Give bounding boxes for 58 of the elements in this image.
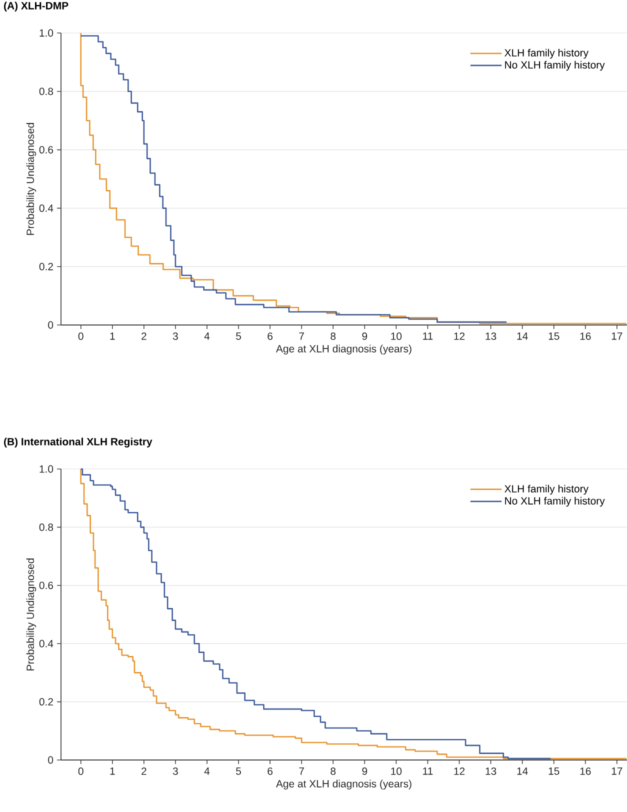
x-tick-label: 11 [423,332,433,340]
x-tick-label: 6 [268,768,273,775]
x-tick-label: 10 [391,332,402,340]
x-tick-label: 7 [299,768,304,775]
x-tick-label: 15 [548,332,560,340]
x-axis-title: Age at XLH diagnosis (years) [276,344,412,355]
x-tick-label: 13 [486,768,496,775]
x-tick-label: 0 [78,332,84,340]
y-tick-label: 0.6 [39,582,54,590]
legend-label: XLH family history [504,484,589,495]
y-axis-title: Probability Undiagnosed [26,558,36,670]
legend-label: No XLH family history [505,60,605,71]
x-tick-label: 15 [548,768,560,775]
x-tick-label: 8 [330,332,336,340]
x-tick-label: 6 [268,332,273,340]
legend-label: XLH family history [504,48,589,59]
y-tick-label: 0.4 [39,204,54,212]
y-tick-label: 0 [48,321,54,329]
x-tick-label: 2 [142,332,146,340]
x-tick-label: 14 [517,768,528,775]
x-axis-title: Age at XLH diagnosis (years) [276,780,412,790]
x-tick-label: 11 [423,768,433,775]
y-tick-label: 0.2 [39,698,53,706]
legend-label: No XLH family history [505,496,605,507]
x-tick-label: 13 [486,332,496,340]
y-tick-label: 0.4 [39,640,54,648]
x-tick-label: 1 [110,332,115,340]
chart-title: (B) International XLH Registry [4,438,152,448]
x-tick-label: 17 [612,332,622,340]
x-tick-label: 1 [110,768,115,775]
x-tick-label: 8 [330,768,336,775]
x-tick-label: 5 [236,332,241,340]
x-tick-label: 3 [172,768,178,775]
x-tick-label: 3 [172,332,178,340]
x-tick-label: 12 [454,768,465,775]
x-tick-label: 16 [580,768,591,775]
x-tick-label: 5 [236,768,241,775]
x-tick-label: 0 [78,768,84,775]
x-tick-label: 2 [142,768,146,775]
y-tick-label: 0 [48,756,54,764]
x-tick-label: 7 [299,332,304,340]
x-tick-label: 16 [580,332,591,340]
y-axis-title: Probability Undiagnosed [26,123,36,235]
chart-title: (A) XLH-DMP [4,2,68,12]
x-tick-label: 14 [517,332,528,340]
y-tick-label: 1.0 [40,465,54,473]
y-tick-label: 0.8 [39,88,54,96]
x-tick-label: 17 [612,768,622,775]
y-tick-label: 0.6 [39,146,54,154]
y-tick-label: 0.8 [39,524,54,531]
y-tick-label: 1.0 [40,29,54,37]
y-tick-label: 0.2 [39,262,53,270]
x-tick-label: 10 [391,768,402,775]
x-tick-label: 4 [204,768,210,775]
x-tick-label: 9 [362,768,368,775]
x-tick-label: 9 [362,332,368,340]
x-tick-label: 4 [204,332,210,340]
x-tick-label: 12 [454,332,465,340]
